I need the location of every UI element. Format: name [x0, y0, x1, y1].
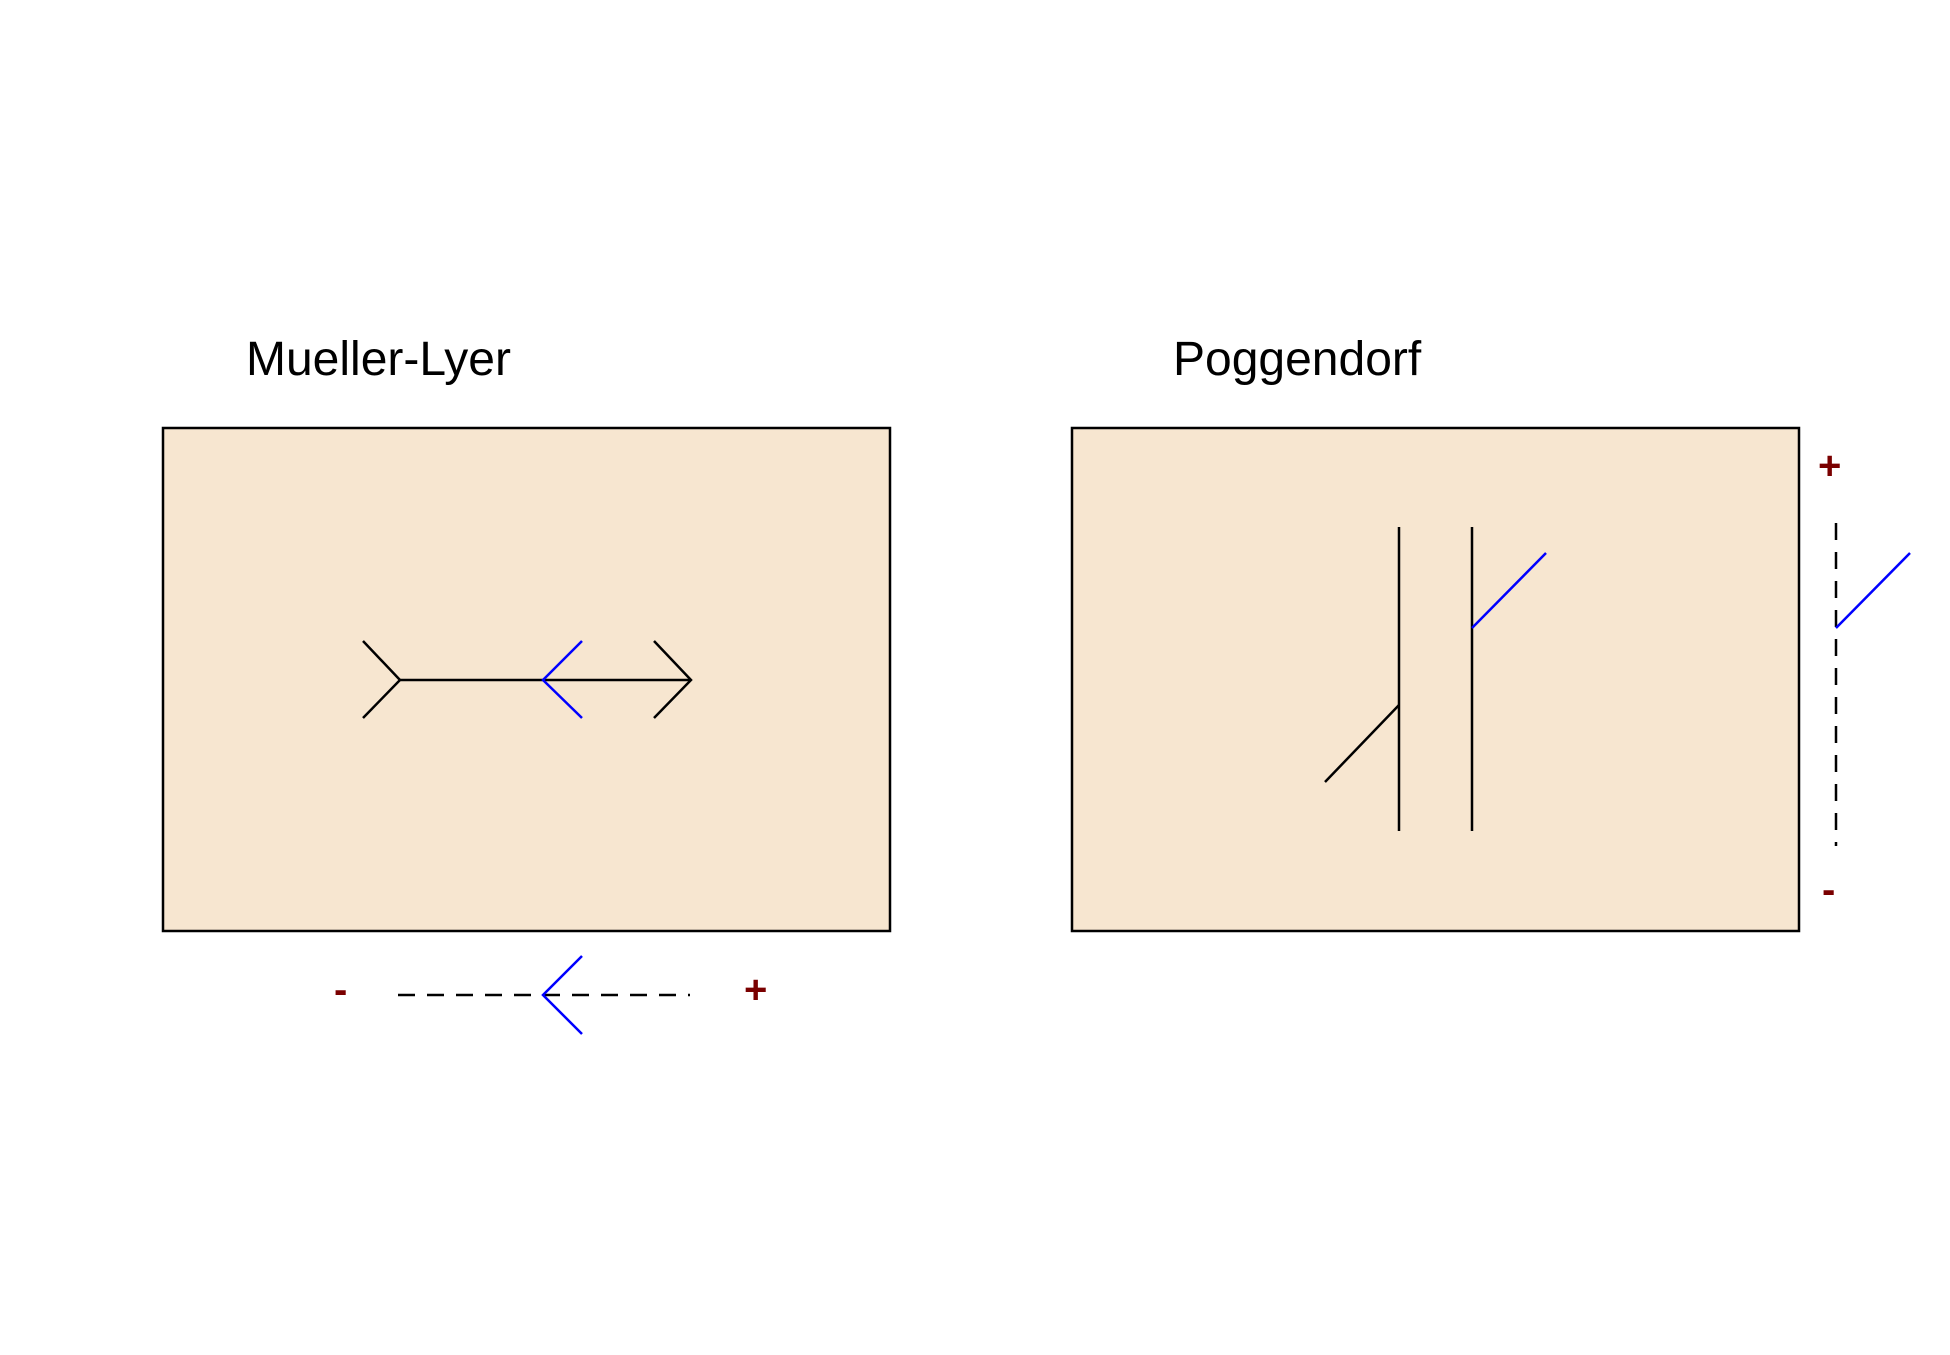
poggendorf-figure — [1324, 527, 1474, 831]
mueller-lyer-response-scale[interactable] — [398, 955, 690, 1035]
mueller-lyer-scale-minus-label: - — [334, 968, 348, 1012]
mueller-lyer-scale-marker[interactable] — [541, 955, 583, 1035]
mueller-lyer-adjustable-arrowhead[interactable] — [541, 640, 583, 719]
mueller-lyer-right-arrowhead — [653, 640, 693, 719]
poggendorf-title: Poggendorf — [1173, 333, 1422, 386]
poggendorf-adjustable-segment[interactable] — [1471, 552, 1547, 629]
poggendorf-scale-marker[interactable] — [1835, 552, 1911, 629]
mueller-lyer-title: Mueller-Lyer — [246, 333, 511, 386]
mueller-lyer-figure — [362, 640, 693, 719]
poggendorf-scale-minus-label: - — [1822, 868, 1836, 912]
poggendorf-scale-plus-label: + — [1818, 444, 1842, 488]
mueller-lyer-scale-plus-label: + — [744, 968, 768, 1012]
mueller-lyer-panel — [161, 426, 892, 933]
mueller-lyer-left-fin — [362, 640, 402, 719]
poggendorf-response-scale[interactable] — [1834, 523, 1911, 846]
poggendorf-panel-background — [1070, 426, 1801, 933]
poggendorf-panel — [1070, 426, 1801, 933]
poggendorf-oblique-segment — [1324, 704, 1400, 783]
